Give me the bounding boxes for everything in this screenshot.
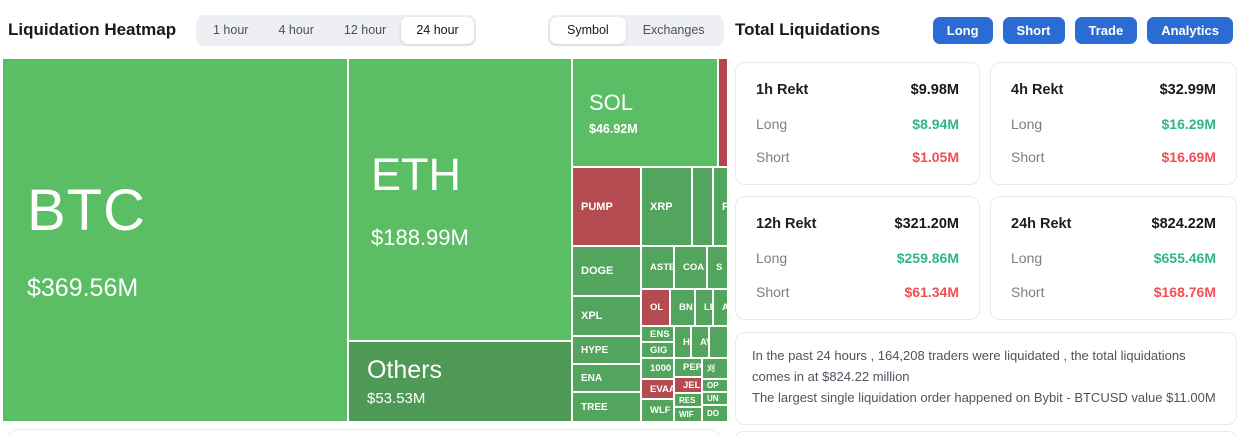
total-liquidations-panel: 1h Rekt $9.98M Long $8.94M Short $1.05M 4h … (735, 62, 1237, 436)
short-label: Short (756, 149, 790, 165)
liquidation-treemap: BTC $369.56M ETH $188.99M Others $53.53M SOL $4… (3, 59, 727, 421)
treemap-tile-wif[interactable]: WIF (675, 408, 701, 421)
stat-title: 1h Rekt (756, 82, 809, 98)
long-label: Long (756, 250, 788, 266)
treemap-tile-hi[interactable]: HI (675, 327, 690, 357)
long-label: Long (1011, 250, 1043, 266)
stat-total: $321.20M (894, 216, 960, 232)
next-section-edge-right (735, 431, 1237, 436)
stat-card-24h: 24h Rekt $824.22M Long $655.46M Short $168.… (990, 196, 1237, 320)
long-value: $16.29M (1161, 115, 1216, 132)
treemap-tile-s[interactable]: S (708, 247, 727, 288)
treemap-tile-hype[interactable]: HYPE (573, 337, 640, 363)
long-value: $8.94M (912, 115, 959, 132)
treemap-tile-xpl[interactable]: XPL (573, 297, 640, 335)
treemap-tile-1000[interactable]: 1000 (642, 359, 673, 378)
long-value: $655.46M (1153, 250, 1216, 266)
stat-title: 4h Rekt (1011, 82, 1064, 98)
stat-total: $824.22M (1151, 216, 1217, 232)
treemap-tile-a[interactable]: A (714, 290, 727, 325)
long-value: $259.86M (896, 250, 959, 266)
tab-4-hour[interactable]: 4 hour (278, 23, 314, 37)
stat-total: $32.99M (1159, 82, 1216, 98)
treemap-tile-xrp[interactable]: XRP (642, 168, 691, 245)
treemap-tile-pump[interactable]: PUMP (573, 168, 640, 245)
treemap-tile-刈[interactable]: 刈 (703, 359, 727, 378)
treemap-tile-op[interactable]: OP (703, 380, 727, 391)
short-label: Short (1011, 284, 1045, 300)
trade-button[interactable]: Trade (1074, 17, 1138, 44)
view-mode-tabs: Symbol Exchanges (548, 15, 724, 46)
short-value: $61.34M (904, 284, 959, 300)
tab-symbol[interactable]: Symbol (550, 17, 626, 44)
treemap-tile-res[interactable]: RES (675, 394, 701, 406)
treemap-tile-ens[interactable]: ENS (642, 327, 673, 341)
next-section-edge-left (8, 429, 720, 436)
treemap-tile-un[interactable]: UN (703, 393, 727, 404)
stat-title: 24h Rekt (1011, 216, 1072, 232)
treemap-tile-unlabeled[interactable] (719, 59, 727, 166)
treemap-tile-jel[interactable]: JEL (675, 378, 701, 392)
treemap-tile-doge[interactable]: DOGE (573, 247, 640, 295)
liquidation-summary: In the past 24 hours , 164,208 traders w… (735, 332, 1237, 425)
short-label: Short (756, 284, 790, 300)
treemap-tile-li[interactable]: LI (696, 290, 712, 325)
analytics-button[interactable]: Analytics (1147, 17, 1233, 44)
page-title: Liquidation Heatmap (8, 20, 177, 39)
treemap-tile-unlabeled[interactable] (693, 168, 712, 245)
long-label: Long (756, 115, 788, 132)
treemap-tile-sol[interactable]: SOL $46.92M (573, 59, 717, 166)
treemap-tile-pep[interactable]: PEP (675, 359, 701, 376)
treemap-tile-aste[interactable]: ASTE (642, 247, 673, 288)
summary-line-1: In the past 24 hours , 164,208 traders w… (752, 348, 1186, 384)
short-button[interactable]: Short (1002, 17, 1065, 44)
short-value: $168.76M (1153, 284, 1216, 300)
treemap-tile-evaa[interactable]: EVAA (642, 380, 673, 398)
treemap-tile-coa[interactable]: COA (675, 247, 706, 288)
treemap-tile-wlf[interactable]: WLF (642, 400, 673, 421)
short-value: $16.69M (1161, 149, 1216, 165)
long-label: Long (1011, 115, 1043, 132)
treemap-tile-gig[interactable]: GIG (642, 343, 673, 357)
treemap-tile-ena[interactable]: ENA (573, 365, 640, 391)
total-liquidations-title: Total Liquidations (735, 20, 881, 39)
treemap-tile-do[interactable]: DO (703, 406, 727, 421)
tab-exchanges[interactable]: Exchanges (642, 23, 705, 37)
treemap-tile-btc[interactable]: BTC $369.56M (3, 59, 347, 421)
treemap-tile-others[interactable]: Others $53.53M (349, 342, 571, 421)
long-button[interactable]: Long (932, 17, 993, 44)
stat-title: 12h Rekt (756, 216, 817, 232)
tab-12-hour[interactable]: 12 hour (343, 23, 387, 37)
short-value: $1.05M (912, 149, 959, 165)
tab-24-hour[interactable]: 24 hour (401, 17, 474, 44)
treemap-tile-unlabeled[interactable] (710, 327, 727, 357)
stat-card-4h: 4h Rekt $32.99M Long $16.29M Short $16.69M (990, 62, 1237, 185)
treemap-tile-f[interactable]: F (714, 168, 727, 245)
short-label: Short (1011, 149, 1045, 165)
treemap-tile-tree[interactable]: TREE (573, 393, 640, 421)
time-range-tabs: 1 hour 4 hour 12 hour 24 hour (196, 15, 476, 46)
treemap-tile-eth[interactable]: ETH $188.99M (349, 59, 571, 340)
stat-card-1h: 1h Rekt $9.98M Long $8.94M Short $1.05M (735, 62, 980, 185)
treemap-tile-bn[interactable]: BN (671, 290, 694, 325)
stat-total: $9.98M (910, 82, 959, 98)
action-buttons: Long Short Trade Analytics (932, 17, 1233, 44)
treemap-tile-ol[interactable]: OL (642, 290, 669, 325)
tab-1-hour[interactable]: 1 hour (213, 23, 249, 37)
stat-card-12h: 12h Rekt $321.20M Long $259.86M Short $61.3… (735, 196, 980, 320)
treemap-tile-av[interactable]: AV (692, 327, 708, 357)
summary-line-2: The largest single liquidation order hap… (752, 389, 1216, 405)
